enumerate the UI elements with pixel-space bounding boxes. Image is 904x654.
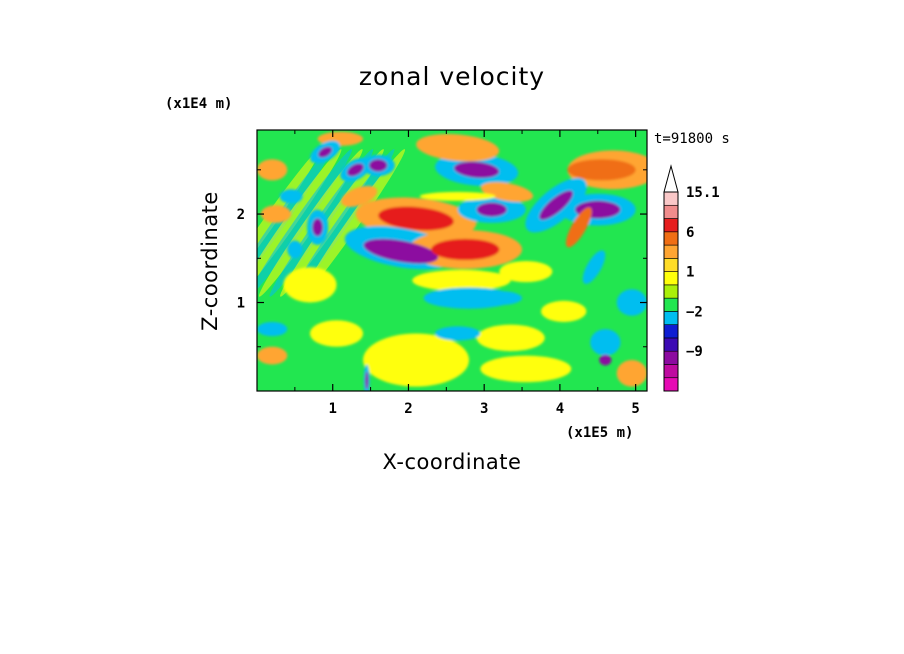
contour-blob: [341, 185, 378, 207]
contour-blob: [310, 320, 364, 347]
colorbar-swatch: [663, 350, 679, 365]
colorbar-tick-label: 1: [686, 265, 694, 281]
colorbar-swatch: [663, 337, 679, 352]
contour-blob: [431, 238, 500, 261]
contour-blob: [260, 205, 292, 223]
contour-blob: [476, 291, 523, 306]
y-scale-label: (x1E4 m): [165, 96, 232, 112]
y-tick-label: 1: [237, 296, 245, 312]
contour-blob: [312, 218, 323, 237]
contour-blob: [347, 163, 364, 177]
x-tick-label: 2: [404, 401, 412, 417]
contour-blob: [540, 300, 587, 322]
x-axis: 1 2 3 4 5: [294, 130, 640, 417]
contour-blob: [499, 260, 553, 283]
colorbar-tick-label: −9: [686, 344, 703, 360]
y-axis-label: Z-coordinate: [198, 191, 222, 331]
colorbar-tick-label: 15.1: [686, 185, 720, 201]
colorbar-swatch: [663, 218, 679, 233]
wave-stripe: [257, 149, 353, 297]
contour-blob: [279, 189, 303, 204]
contour-blob: [365, 371, 369, 390]
plot-frame: [256, 129, 648, 392]
colorbar-extend-arrow: [663, 164, 679, 193]
contour-blob: [616, 289, 647, 316]
wave-stripe: [301, 149, 406, 297]
x-scale-label: (x1E5 m): [566, 425, 633, 441]
contour-field: [257, 130, 647, 391]
contour-blob: [567, 159, 636, 181]
x-tick-label: 1: [329, 401, 337, 417]
contour-blob: [412, 269, 511, 292]
colorbar-swatch: [663, 191, 679, 206]
colorbar-swatch: [663, 258, 679, 272]
colorbar-swatch: [663, 271, 679, 286]
y-tick-label: 2: [237, 207, 245, 223]
colorbar-swatch: [663, 297, 679, 312]
time-label: t=91800 s: [654, 131, 730, 147]
wave-stripe: [257, 149, 342, 297]
contour-blob: [257, 159, 288, 181]
colorbar-swatch: [663, 244, 679, 259]
colorbar-tick-label: −2: [686, 304, 703, 320]
contour-blob: [363, 238, 439, 264]
colorbar-swatch: [663, 377, 679, 392]
x-tick-label: 4: [556, 401, 564, 417]
contour-blob: [453, 161, 500, 178]
chart-title: zonal velocity: [359, 62, 545, 91]
contour-blob: [363, 333, 470, 387]
wave-stripe: [280, 149, 384, 297]
contour-blob: [378, 206, 454, 231]
contour-blob: [616, 360, 647, 387]
colorbar-swatch: [663, 364, 679, 379]
colorbar-swatch: [663, 324, 679, 339]
contour-blob: [476, 202, 507, 217]
contour-blob: [590, 329, 621, 356]
x-axis-label: X-coordinate: [383, 450, 522, 474]
contour-blob: [369, 159, 388, 172]
colorbar-swatch: [663, 284, 679, 299]
wave-stripe: [257, 149, 331, 297]
y-axis: 12: [237, 169, 647, 348]
contour-blob: [565, 207, 592, 248]
contour-blob: [287, 240, 303, 259]
colorbar-swatch: [663, 204, 679, 219]
colorbar-frame: [663, 191, 679, 392]
contour-blob: [476, 324, 545, 352]
contour-blob: [582, 250, 606, 284]
x-tick-label: 3: [480, 401, 488, 417]
wave-stripe: [257, 149, 321, 297]
contour-blob: [283, 267, 337, 303]
colorbar-swatch: [663, 311, 679, 325]
contour-blob: [539, 190, 573, 220]
contour-blob: [480, 355, 572, 383]
contour-blob: [318, 146, 333, 158]
contour-blob: [257, 321, 288, 337]
contour-blob: [434, 326, 481, 341]
x-tick-label: 5: [631, 401, 639, 417]
colorbar-tick-label: 6: [686, 225, 694, 241]
contour-blob: [416, 133, 500, 162]
contour-blob: [599, 354, 612, 366]
contour-blob: [419, 191, 496, 201]
colorbar-swatch: [663, 231, 679, 246]
contour-blobs: [257, 131, 647, 391]
contour-blob: [257, 346, 288, 365]
colorbar: 15.1 6 1 −2 −9: [663, 164, 720, 392]
